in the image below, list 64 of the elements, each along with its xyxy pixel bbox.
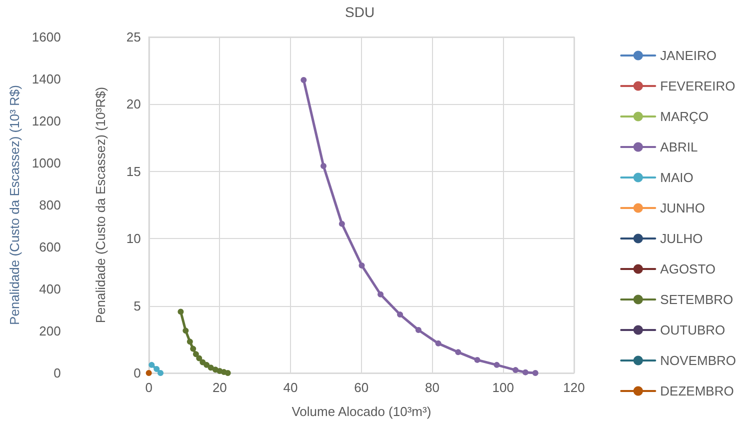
point: [158, 370, 164, 376]
x-tick-label: 120: [563, 380, 585, 395]
legend-label: JANEIRO: [660, 48, 716, 63]
point: [455, 349, 462, 356]
point: [494, 362, 500, 368]
legend-label: FEVEREIRO: [660, 78, 736, 94]
y-tick-label: 25: [126, 30, 141, 44]
legend-label: NOVEMBRO: [660, 353, 736, 368]
point: [338, 220, 345, 227]
x-tick-label: 100: [492, 380, 514, 395]
point: [532, 370, 538, 376]
x-tick-label: 20: [212, 380, 227, 395]
point: [208, 364, 214, 371]
x-tick-label: 80: [425, 380, 440, 395]
point: [204, 362, 210, 368]
legend-label: JULHO: [660, 231, 703, 246]
y2-tick-label: 1400: [32, 72, 61, 86]
point: [196, 355, 202, 362]
point: [435, 340, 442, 346]
y2-tick-label: 0: [54, 366, 61, 380]
legend-label: DEZEMBRO: [660, 384, 734, 398]
legend-label: JUNHO: [660, 200, 705, 216]
x-axis-title: Volume Alocado (10³m³): [292, 404, 432, 419]
point: [182, 328, 189, 334]
y2-tick-label: 200: [39, 324, 61, 338]
y-tick-label: 10: [126, 231, 141, 246]
y-tick-label: 20: [126, 96, 141, 112]
point: [474, 356, 480, 363]
y2-tick-label: 800: [39, 198, 61, 212]
y2-tick-label: 1000: [32, 156, 61, 170]
y-tick-label: 5: [134, 298, 141, 314]
point: [154, 366, 160, 372]
point: [522, 369, 528, 376]
point: [378, 291, 384, 298]
point: [320, 163, 326, 170]
legend-label: ABRIL: [660, 140, 698, 154]
y2-tick-label: 1600: [32, 30, 61, 44]
y2-axis-title: Penalidade (Custo da Escassez) (10³ R$): [7, 85, 22, 325]
legend-label: SETEMBRO: [660, 292, 734, 307]
point: [415, 326, 422, 333]
y-tick-label: 0: [134, 366, 141, 380]
y2-tick-label: 1200: [32, 114, 61, 128]
point: [300, 77, 307, 84]
x-tick-label: 60: [354, 380, 369, 395]
legend-label: MARÇO: [660, 109, 709, 124]
point: [148, 362, 155, 368]
y2-tick-label: 600: [39, 240, 61, 254]
x-tick-label: 0: [145, 380, 152, 395]
point: [224, 370, 231, 376]
chart-title: SDU: [345, 4, 375, 20]
point: [397, 312, 404, 318]
point: [358, 262, 365, 268]
legend-label: OUTUBRO: [660, 322, 726, 338]
legend-label: AGOSTO: [660, 262, 716, 276]
y-tick-label: 15: [126, 164, 141, 179]
legend-label: MAIO: [660, 170, 694, 185]
y-axis-title: Penalidade (Custo da Escassez) (10³R$): [92, 86, 108, 324]
x-tick-label: 40: [283, 380, 298, 395]
point: [512, 367, 519, 374]
point: [190, 346, 196, 352]
point: [178, 308, 184, 315]
point: [192, 351, 199, 358]
point: [186, 338, 193, 345]
y2-tick-label: 400: [39, 282, 61, 296]
